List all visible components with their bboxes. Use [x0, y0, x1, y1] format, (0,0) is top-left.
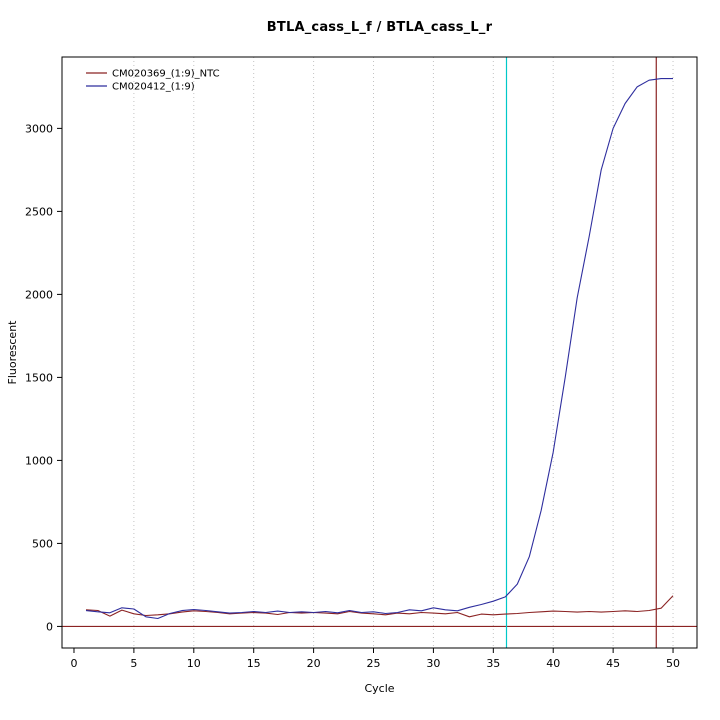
x-tick-label-35: 35	[486, 657, 500, 670]
y-axis-label: Fluorescent	[6, 320, 19, 385]
x-tick-label-0: 0	[70, 657, 77, 670]
x-tick-label-20: 20	[307, 657, 321, 670]
x-axis-label: Cycle	[364, 682, 394, 695]
y-tick-label-0: 0	[46, 620, 53, 633]
series-line-CM020412_(1:9)	[85, 78, 673, 620]
y-tick-label-1000: 1000	[25, 454, 53, 467]
y-tick-label-500: 500	[32, 537, 53, 550]
x-tick-label-40: 40	[546, 657, 560, 670]
x-tick-label-45: 45	[606, 657, 620, 670]
legend-label-CM020412_(1:9): CM020412_(1:9)	[112, 82, 195, 93]
y-tick-label-1500: 1500	[25, 371, 53, 384]
chart-title: BTLA_cass_L_f / BTLA_cass_L_r	[266, 20, 493, 35]
x-tick-label-30: 30	[426, 657, 440, 670]
legend-label-CM020369_(1:9)_NTC: CM020369_(1:9)_NTC	[112, 69, 220, 80]
x-tick-label-15: 15	[247, 657, 261, 670]
x-tick-label-25: 25	[367, 657, 381, 670]
y-tick-label-3000: 3000	[25, 122, 53, 135]
y-tick-label-2500: 2500	[25, 205, 53, 218]
plot-border	[61, 56, 698, 649]
series-line-CM020369_(1:9)_NTC	[85, 595, 674, 618]
x-tick-label-50: 50	[666, 657, 680, 670]
x-tick-label-5: 5	[130, 657, 137, 670]
x-tick-label-10: 10	[187, 657, 201, 670]
y-tick-label-2000: 2000	[25, 288, 53, 301]
